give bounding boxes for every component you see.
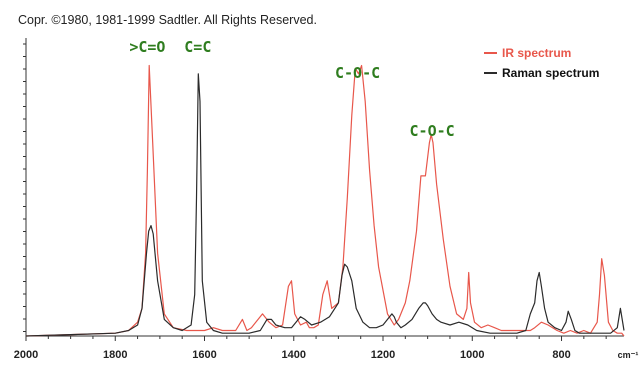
x-tick-label: 1200 — [371, 349, 395, 361]
chart-legend: IR spectrum Raman spectrum — [484, 46, 599, 80]
raman-spectrum-line — [25, 73, 625, 337]
peak-label: C=C — [184, 38, 211, 56]
peak-label: C-O-C — [335, 64, 380, 82]
legend-ir-label: IR spectrum — [502, 46, 571, 60]
legend-raman-label: Raman spectrum — [502, 66, 599, 80]
ir-spectrum-line — [25, 64, 625, 337]
chart-series — [25, 64, 625, 337]
chart-axes — [23, 38, 624, 341]
x-unit-label: cm⁻¹ — [618, 350, 639, 360]
x-tick-label: 800 — [552, 349, 570, 361]
copyright-notice: Copr. ©1980, 1981-1999 Sadtler. All Righ… — [18, 13, 317, 27]
x-tick-label: 2000 — [14, 349, 38, 361]
peak-labels: >C=O C=C C-O-C C-O-C — [129, 38, 454, 140]
x-tick-labels: 2000 1800 1600 1400 1200 1000 800 cm⁻¹ — [14, 349, 639, 361]
peak-label: C-O-C — [410, 122, 455, 140]
x-tick-label: 1000 — [460, 349, 484, 361]
x-tick-label: 1400 — [282, 349, 306, 361]
x-tick-label: 1600 — [192, 349, 216, 361]
peak-label: >C=O — [129, 38, 165, 56]
x-tick-label: 1800 — [103, 349, 127, 361]
